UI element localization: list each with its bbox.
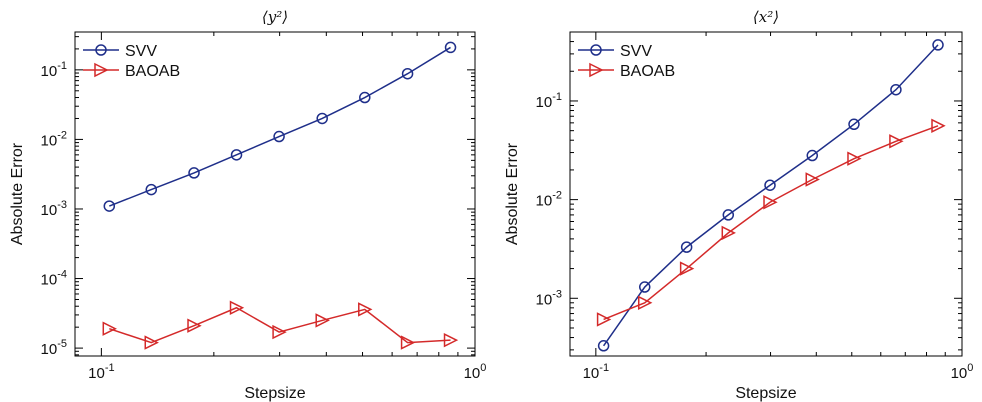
data-point-svv (230, 149, 243, 161)
y-tick-label: 10-1 (536, 91, 562, 111)
y-tick-label: 10-2 (536, 190, 562, 210)
series-svv (597, 39, 944, 352)
data-point-baoab (679, 261, 695, 276)
x-axis-label: Stepsize (244, 385, 305, 402)
data-point-baoab (272, 324, 287, 340)
series-line-baoab (109, 306, 451, 344)
data-point-svv (188, 167, 200, 179)
data-point-svv (103, 200, 116, 212)
data-point-svv (273, 130, 285, 143)
data-point-baoab (805, 172, 820, 187)
data-point-svv (145, 183, 158, 196)
data-point-baoab (102, 321, 117, 336)
data-point-baoab (596, 312, 612, 327)
y-tick-label: 10-3 (536, 288, 562, 308)
series-baoab (102, 300, 459, 350)
data-point-svv (680, 241, 693, 253)
legend-marker-baoab (94, 62, 109, 78)
y-axis-label: Absolute Error (9, 142, 26, 245)
data-point-svv (597, 340, 610, 352)
y-tick-label: 10-2 (41, 129, 67, 149)
plot-area (569, 31, 963, 357)
data-point-baoab (187, 318, 202, 333)
data-point-baoab (889, 134, 904, 149)
legend-marker-svv (95, 44, 107, 56)
data-point-baoab (763, 195, 778, 210)
legend-marker-svv (590, 44, 602, 56)
data-point-svv (722, 209, 735, 221)
data-point-svv (444, 41, 457, 54)
data-point-baoab (637, 295, 653, 311)
legend-label-baoab: BAOAB (125, 63, 180, 80)
series-line-svv (109, 46, 451, 207)
data-point-baoab (931, 118, 946, 134)
data-point-svv (359, 91, 371, 104)
chart-title: ⟨y²⟩ (262, 8, 288, 26)
y-axis-label: Absolute Error (504, 142, 521, 245)
data-point-baoab (229, 300, 245, 315)
data-point-svv (638, 281, 651, 293)
data-point-baoab (315, 313, 330, 328)
data-point-svv (316, 112, 328, 125)
legend-label-svv: SVV (620, 43, 652, 60)
data-point-svv (401, 67, 414, 80)
data-point-baoab (400, 335, 416, 350)
data-point-baoab (358, 302, 373, 317)
data-point-baoab (443, 332, 459, 348)
series-svv (103, 41, 457, 212)
y-tick-label: 10-5 (41, 338, 67, 358)
x-tick-label: 10-1 (583, 362, 609, 382)
legend: SVV BAOAB (578, 43, 675, 80)
data-point-baoab (847, 151, 862, 166)
data-point-baoab (144, 335, 159, 350)
y-tick-label: 10-4 (41, 269, 67, 289)
y-tick-label: 10-1 (41, 60, 67, 80)
x-axis-label: Stepsize (735, 385, 796, 402)
series-baoab (596, 118, 946, 327)
data-point-svv (890, 83, 902, 96)
chart-title: ⟨x²⟩ (753, 8, 779, 26)
legend: SVV BAOAB (83, 43, 180, 80)
chart-panel-1: 10-1 100 10-5 10-4 10-3 10-2 10-1 ⟨y²⟩ Stepsize A… (9, 8, 486, 402)
data-point-svv (848, 118, 860, 131)
plot-area (74, 31, 476, 357)
series-line-svv (602, 44, 939, 347)
series-line-baoab (603, 125, 939, 321)
data-point-svv (806, 149, 819, 162)
legend-label-svv: SVV (125, 43, 157, 60)
data-point-svv (932, 39, 944, 51)
legend-marker-baoab (589, 62, 604, 78)
x-tick-label: 10-1 (88, 362, 114, 382)
data-point-svv (764, 179, 776, 191)
y-tick-label: 10-3 (41, 199, 67, 219)
chart-panel-2: 10-1 100 10-3 10-2 10-1 ⟨x²⟩ Stepsize Absolute … (504, 8, 973, 402)
x-tick-label: 100 (464, 362, 487, 382)
legend-label-baoab: BAOAB (620, 63, 675, 80)
data-point-baoab (721, 225, 736, 241)
x-tick-label: 100 (951, 362, 974, 382)
